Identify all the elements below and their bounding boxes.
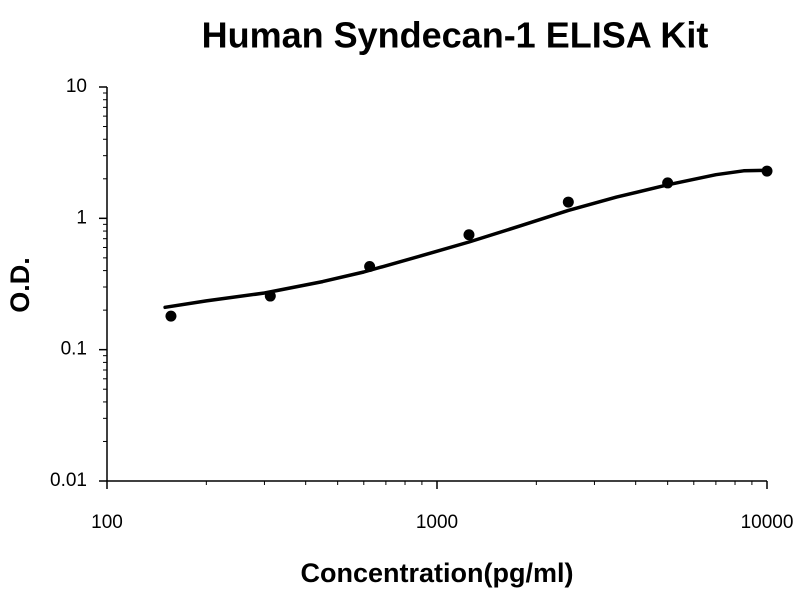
x-axis-label: Concentration(pg/ml) — [301, 558, 574, 588]
chart-title: Human Syndecan-1 ELISA Kit — [202, 15, 709, 56]
y-tick-label: 1 — [76, 207, 87, 228]
y-tick-label: 10 — [66, 76, 87, 97]
x-tick-label: 1000 — [416, 512, 458, 533]
y-tick-label: 0.01 — [50, 470, 87, 491]
data-point — [562, 196, 574, 208]
data-point — [662, 177, 674, 189]
data-point — [165, 310, 177, 322]
data-point — [761, 165, 773, 177]
x-tick-label: 100 — [91, 512, 123, 533]
data-point — [463, 229, 475, 241]
y-tick-label: 0.1 — [61, 339, 87, 360]
data-point — [264, 290, 276, 302]
x-tick-label: 10000 — [741, 512, 794, 533]
y-axis-label: O.D. — [5, 257, 35, 313]
data-point — [364, 260, 376, 272]
fit-curve — [163, 168, 769, 310]
